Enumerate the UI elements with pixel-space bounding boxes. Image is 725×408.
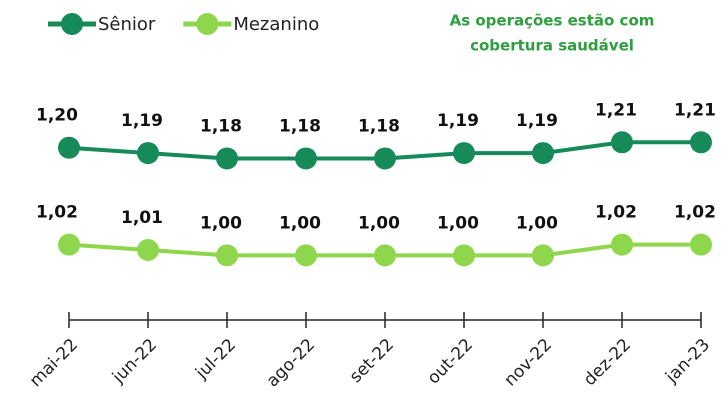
point (137, 142, 159, 165)
x-tick-label: dez-22 (580, 335, 635, 390)
data-label: 1,20 (36, 106, 78, 126)
data-label: 1,00 (516, 213, 558, 233)
point (532, 244, 554, 267)
data-label: 1,01 (121, 208, 163, 228)
point (216, 244, 238, 267)
point (216, 147, 238, 170)
point (611, 233, 633, 256)
x-tick-label: set-22 (346, 335, 398, 387)
point (690, 233, 712, 256)
legend-marker (61, 13, 83, 35)
point (295, 244, 317, 267)
x-tick-label: out-22 (424, 335, 477, 388)
data-label: 1,21 (595, 100, 637, 120)
point (137, 239, 159, 261)
data-label: 1,02 (36, 203, 78, 223)
data-label: 1,18 (358, 116, 400, 136)
data-label: 1,19 (516, 111, 558, 131)
legend-label: Mezanino (233, 14, 319, 35)
data-label: 1,00 (358, 213, 400, 233)
point (58, 136, 80, 159)
data-label: 1,00 (279, 213, 321, 233)
point (611, 131, 633, 154)
x-tick-label: jun-22 (108, 335, 161, 388)
point (690, 131, 712, 154)
data-label: 1,00 (437, 213, 479, 233)
point (453, 142, 475, 165)
x-tick-label: mai-22 (26, 335, 82, 391)
x-tick-label: nov-22 (501, 335, 557, 391)
data-label: 1,19 (121, 111, 163, 131)
x-tick-label: ago-22 (263, 335, 319, 391)
data-label: 1,02 (674, 203, 716, 223)
data-label: 1,00 (200, 213, 242, 233)
point (295, 147, 317, 170)
point (453, 244, 475, 267)
legend-label: Sênior (98, 14, 156, 35)
data-label: 1,02 (595, 203, 637, 223)
data-label: 1,18 (279, 116, 321, 136)
data-label: 1,21 (674, 100, 716, 120)
x-tick-label: jul-22 (191, 335, 240, 384)
legend-marker (196, 13, 219, 35)
x-tick-label: jan-23 (661, 335, 714, 388)
point (532, 142, 554, 165)
data-label: 1,18 (200, 116, 242, 136)
point (374, 244, 396, 267)
annotation: As operações estão com (450, 12, 655, 30)
point (374, 147, 396, 170)
data-label: 1,19 (437, 111, 479, 131)
annotation: cobertura saudável (470, 37, 634, 55)
point (58, 233, 80, 256)
